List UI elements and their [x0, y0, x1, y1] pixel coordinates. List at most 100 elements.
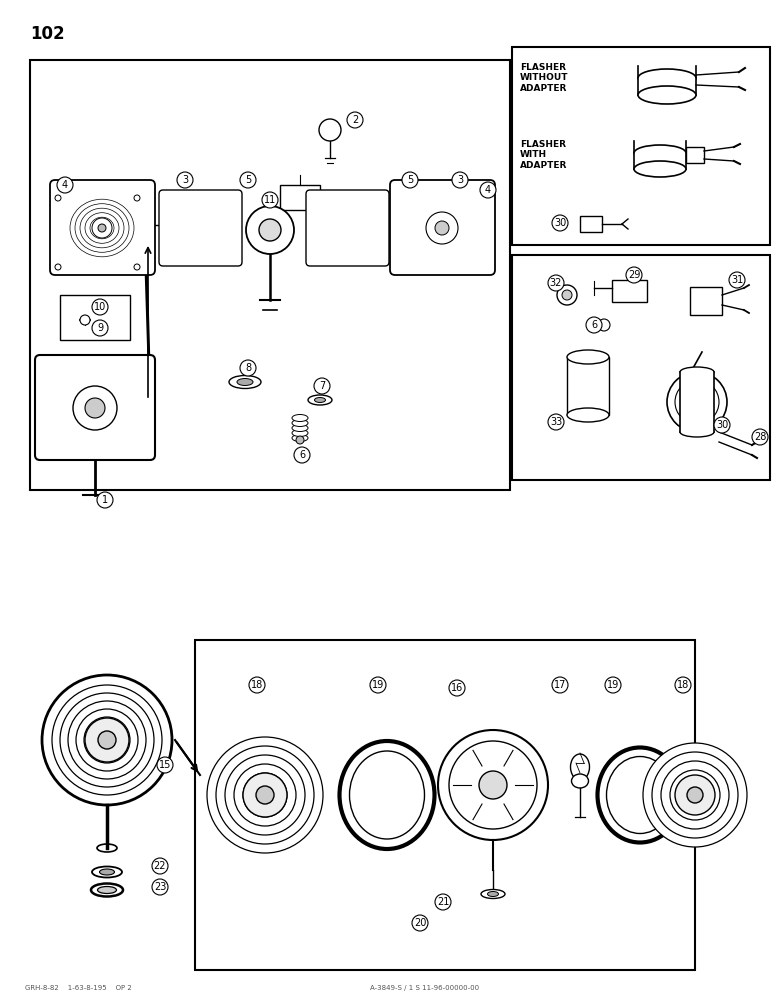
- Circle shape: [42, 675, 172, 805]
- Circle shape: [157, 757, 173, 773]
- Circle shape: [92, 218, 112, 238]
- Bar: [30, 60, 510, 490]
- Circle shape: [152, 858, 168, 874]
- Circle shape: [249, 677, 265, 693]
- Text: GRH-8-82    1-63-8-195    OP 2: GRH-8-82 1-63-8-195 OP 2: [25, 985, 132, 991]
- Circle shape: [246, 206, 294, 254]
- Circle shape: [92, 299, 108, 315]
- Bar: [634, 153, 686, 169]
- Circle shape: [438, 730, 548, 840]
- Text: 8: 8: [245, 363, 251, 373]
- Circle shape: [370, 677, 386, 693]
- Ellipse shape: [488, 892, 498, 896]
- Text: 5: 5: [245, 175, 251, 185]
- Ellipse shape: [292, 420, 308, 426]
- Circle shape: [667, 372, 727, 432]
- Circle shape: [314, 378, 330, 394]
- Ellipse shape: [680, 367, 714, 377]
- Ellipse shape: [567, 408, 609, 422]
- Ellipse shape: [314, 397, 325, 402]
- Text: 30: 30: [554, 218, 566, 228]
- Circle shape: [98, 224, 106, 232]
- Ellipse shape: [308, 395, 332, 405]
- Ellipse shape: [349, 751, 424, 839]
- Text: 21: 21: [437, 897, 449, 907]
- Circle shape: [243, 773, 287, 817]
- Bar: [512, 47, 770, 245]
- Text: 18: 18: [251, 680, 263, 690]
- Text: 10: 10: [94, 302, 106, 312]
- Text: 102: 102: [30, 25, 65, 43]
- Ellipse shape: [570, 754, 590, 780]
- Ellipse shape: [92, 866, 122, 878]
- Text: 32: 32: [550, 278, 562, 288]
- Circle shape: [76, 709, 138, 771]
- Circle shape: [552, 677, 568, 693]
- Ellipse shape: [91, 884, 123, 896]
- Bar: [680, 372, 714, 432]
- Text: 11: 11: [264, 195, 276, 205]
- Circle shape: [92, 320, 108, 336]
- Circle shape: [661, 761, 729, 829]
- Circle shape: [548, 275, 564, 291]
- Text: 23: 23: [154, 882, 166, 892]
- Bar: [638, 78, 696, 95]
- Circle shape: [225, 755, 305, 835]
- Circle shape: [152, 879, 168, 895]
- Bar: [580, 216, 602, 232]
- Text: 33: 33: [550, 417, 562, 427]
- Circle shape: [52, 685, 162, 795]
- Text: 18: 18: [677, 680, 689, 690]
- Circle shape: [296, 436, 304, 444]
- Circle shape: [652, 752, 738, 838]
- Circle shape: [435, 221, 449, 235]
- Text: 15: 15: [159, 760, 171, 770]
- Circle shape: [177, 172, 193, 188]
- Circle shape: [479, 771, 507, 799]
- Text: 19: 19: [372, 680, 384, 690]
- Ellipse shape: [638, 86, 696, 104]
- Text: 22: 22: [154, 861, 166, 871]
- Circle shape: [562, 290, 572, 300]
- Circle shape: [714, 417, 730, 433]
- Circle shape: [729, 272, 745, 288]
- Bar: [567, 357, 609, 415]
- Circle shape: [240, 360, 256, 376]
- Circle shape: [670, 770, 720, 820]
- Circle shape: [552, 215, 568, 231]
- Circle shape: [55, 195, 61, 201]
- Circle shape: [452, 172, 468, 188]
- Circle shape: [207, 737, 323, 853]
- Text: 6: 6: [591, 320, 597, 330]
- Circle shape: [97, 492, 113, 508]
- Circle shape: [319, 119, 341, 141]
- Circle shape: [98, 731, 116, 749]
- Circle shape: [134, 264, 140, 270]
- Circle shape: [626, 267, 642, 283]
- Circle shape: [605, 677, 621, 693]
- Text: 30: 30: [716, 420, 728, 430]
- Ellipse shape: [634, 161, 686, 177]
- Text: 5: 5: [407, 175, 413, 185]
- Circle shape: [675, 677, 691, 693]
- Ellipse shape: [237, 378, 253, 385]
- Text: 3: 3: [457, 175, 463, 185]
- Circle shape: [347, 112, 363, 128]
- Circle shape: [294, 447, 310, 463]
- Circle shape: [412, 915, 428, 931]
- Text: FLASHER
WITH
ADAPTER: FLASHER WITH ADAPTER: [520, 140, 567, 170]
- Bar: [512, 255, 770, 480]
- Ellipse shape: [229, 375, 261, 388]
- Circle shape: [262, 192, 278, 208]
- Ellipse shape: [567, 350, 609, 364]
- Text: 7: 7: [319, 381, 325, 391]
- Circle shape: [256, 786, 274, 804]
- Circle shape: [402, 172, 418, 188]
- Text: 29: 29: [628, 270, 640, 280]
- Circle shape: [85, 718, 129, 762]
- Circle shape: [92, 725, 122, 755]
- Text: 2: 2: [352, 115, 358, 125]
- Bar: [686, 147, 704, 163]
- Text: 6: 6: [299, 450, 305, 460]
- Ellipse shape: [292, 414, 308, 422]
